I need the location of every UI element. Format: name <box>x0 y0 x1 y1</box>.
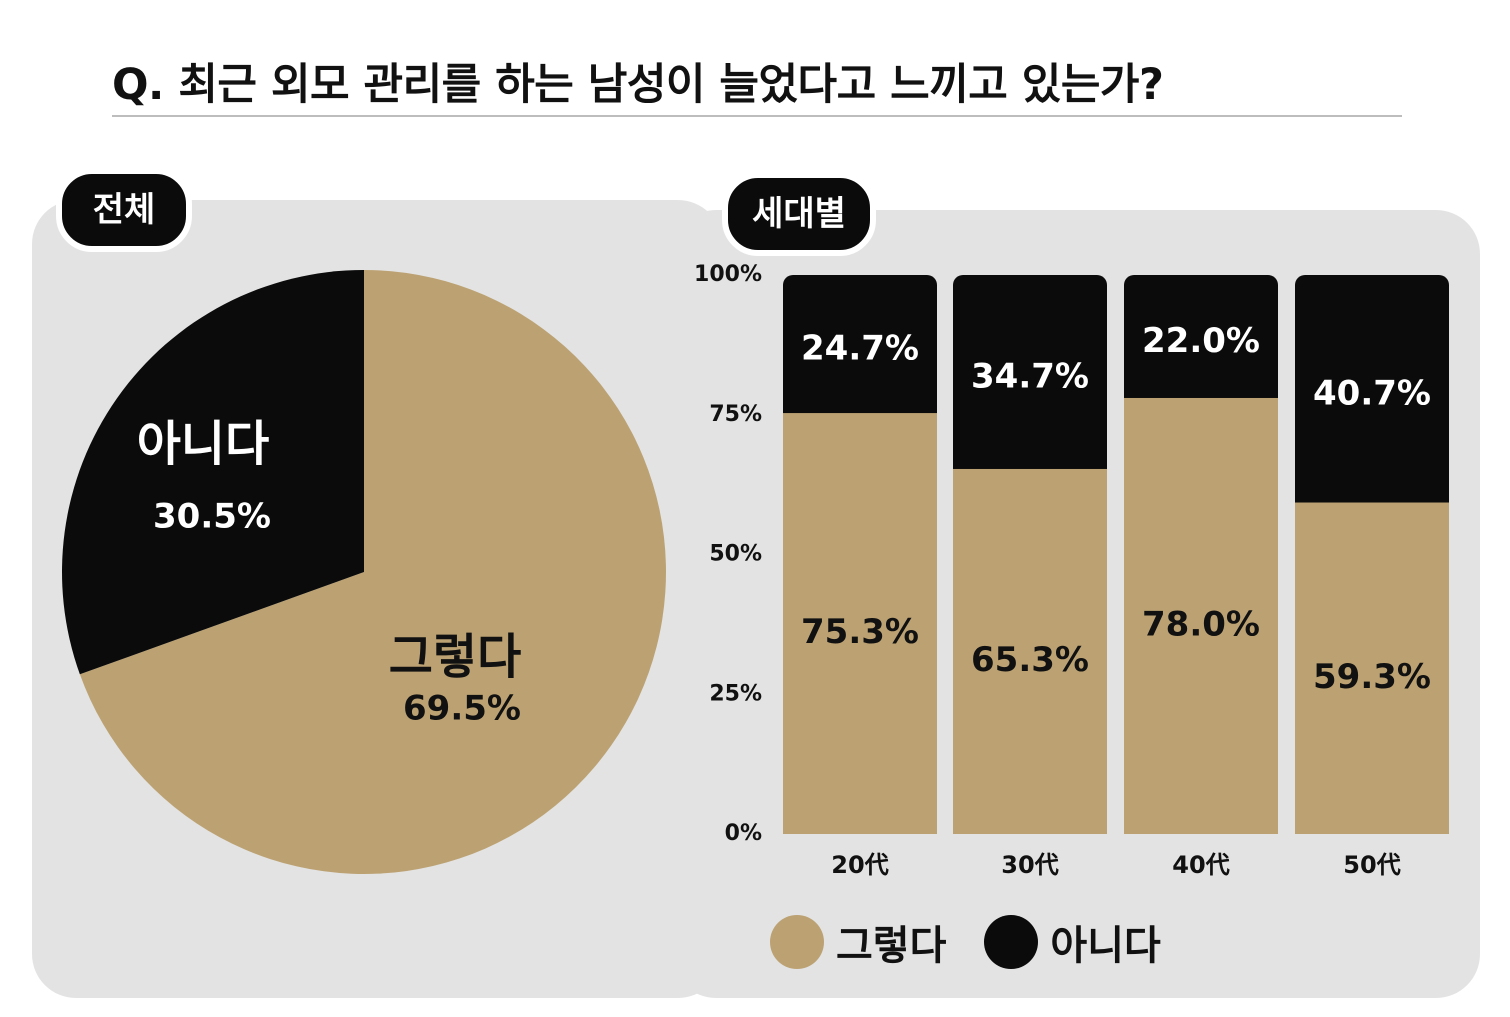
pie-value-no: 30.5% <box>153 497 271 537</box>
x-category-label: 20代 <box>831 851 888 879</box>
legend-swatch-no <box>984 915 1039 969</box>
legend-label-no: 아니다 <box>1050 923 1161 969</box>
bar-label-no: 22.0% <box>1142 321 1260 361</box>
y-tick-label: 50% <box>709 542 762 567</box>
y-tick-label: 100% <box>694 262 762 287</box>
bar-label-no: 24.7% <box>801 329 919 369</box>
bar-segment-no <box>953 275 1107 483</box>
overall-tag: 전체 <box>56 168 192 252</box>
x-category-label: 40代 <box>1172 851 1229 879</box>
bar-segment-no <box>1295 275 1449 517</box>
bar-label-yes: 75.3% <box>801 612 919 652</box>
bar-segment-no <box>783 275 937 428</box>
chart-title: Q. 최근 외모 관리를 하는 남성이 늘었다고 느끼고 있는가? <box>112 60 1164 110</box>
pie-slice-no <box>62 270 364 675</box>
bar-segment-yes <box>953 468 1107 834</box>
bar-label-no: 40.7% <box>1313 373 1431 413</box>
y-tick-label: 0% <box>725 821 762 846</box>
bar-segment-yes <box>1295 502 1449 834</box>
legend-swatch-yes <box>770 915 824 969</box>
title-divider <box>112 115 1402 117</box>
pie-label-yes: 그렇다 <box>389 629 521 685</box>
bar-segment-yes <box>1124 397 1278 834</box>
legend: 그렇다 아니다 <box>770 910 1199 974</box>
stacked-bar-chart: 0% 25% 50% 75% 100% 24.7% 75.3% 20代 34.7% 65.3% 30… <box>694 262 1449 879</box>
y-tick-label: 25% <box>709 681 762 706</box>
pie-value-yes: 69.5% <box>403 689 521 729</box>
legend-item-yes: 그렇다 <box>770 913 946 971</box>
x-category-label: 50代 <box>1343 851 1400 879</box>
pie-label-no: 아니다 <box>137 416 269 472</box>
bar-label-yes: 65.3% <box>971 640 1089 680</box>
legend-label-yes: 그렇다 <box>836 923 947 969</box>
bar-segment-no <box>1124 275 1278 412</box>
bar-segment-yes <box>783 413 937 834</box>
x-category-label: 30代 <box>1001 851 1058 879</box>
bar-label-yes: 59.3% <box>1313 657 1431 697</box>
bar-label-yes: 78.0% <box>1142 604 1260 644</box>
generation-tag: 세대별 <box>722 172 876 256</box>
legend-item-no: 아니다 <box>984 913 1161 971</box>
pie-slice-yes <box>79 270 667 874</box>
bar-label-no: 34.7% <box>971 356 1089 396</box>
y-tick-label: 75% <box>709 402 762 427</box>
